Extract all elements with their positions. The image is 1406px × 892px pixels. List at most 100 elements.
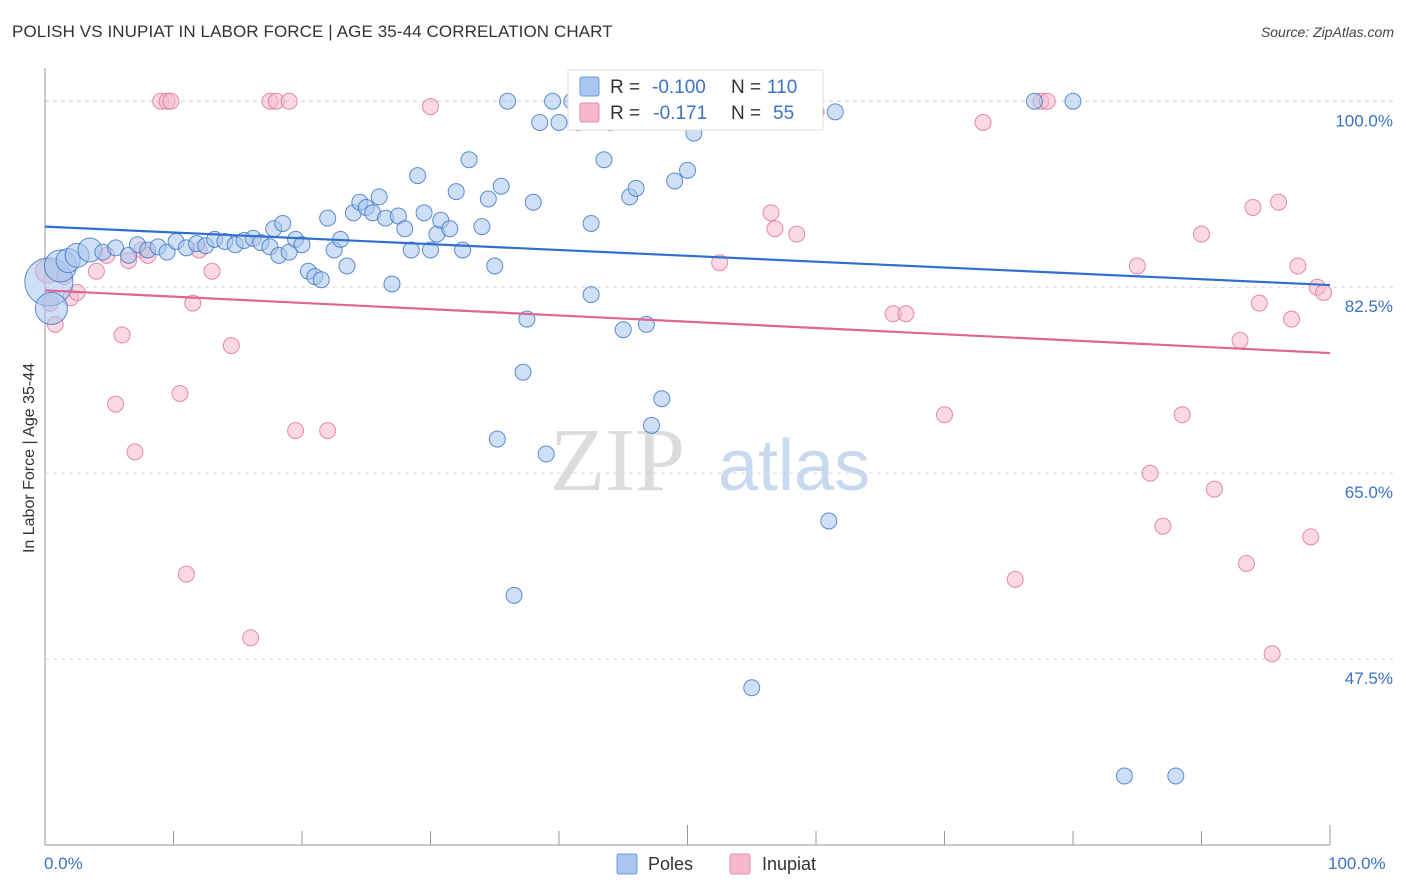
poles-point <box>415 204 433 222</box>
legend-r-value-inupiat: -0.171 <box>648 103 707 124</box>
inupiat-point <box>1231 331 1249 349</box>
poles-trend-line <box>44 225 1331 287</box>
legend-n-label-poles: N = <box>731 77 766 98</box>
poles-point <box>531 114 549 131</box>
poles-point <box>627 179 645 197</box>
inupiat-point <box>1173 406 1191 424</box>
poles-point <box>383 275 401 293</box>
poles-point <box>1115 767 1133 785</box>
inupiat-point <box>162 92 180 110</box>
inupiat-point <box>222 337 240 355</box>
y-tick-label: 100.0% <box>1335 111 1393 130</box>
poles-point <box>492 177 510 195</box>
poles-point <box>479 190 497 208</box>
inupiat-point <box>1270 193 1288 211</box>
inupiat-point <box>1128 257 1146 275</box>
legend-box: R = -0.100 N = 110 R = -0.171 N = 55 <box>567 69 824 131</box>
inupiat-point <box>1282 310 1300 328</box>
poles-point <box>582 214 600 232</box>
x-tick-label-min: 0.0% <box>44 854 83 873</box>
axes <box>44 68 1330 846</box>
y-tick-label: 65.0% <box>1345 483 1393 502</box>
inupiat-point <box>171 384 189 402</box>
inupiat-point <box>897 305 915 323</box>
bottom-legend-label-inupiat: Inupiat <box>762 854 816 874</box>
poles-points <box>24 92 1185 785</box>
poles-point <box>679 161 696 179</box>
chart-title: POLISH VS INUPIAT IN LABOR FORCE | AGE 3… <box>12 22 613 41</box>
inupiat-point <box>1244 199 1262 216</box>
poles-point <box>544 92 562 110</box>
inupiat-point <box>1205 480 1223 498</box>
inupiat-point <box>936 406 953 424</box>
x-tick-label-max: 100.0% <box>1328 854 1386 873</box>
poles-point <box>447 183 465 201</box>
poles-point <box>743 679 761 697</box>
inupiat-point <box>422 98 439 116</box>
inupiat-point <box>287 422 305 440</box>
inupiat-point <box>711 254 729 272</box>
inupiat-point <box>1193 225 1210 243</box>
inupiat-trend-line <box>44 289 1331 355</box>
inupiat-point <box>1237 554 1255 572</box>
legend-r-label-poles: R = <box>610 77 645 98</box>
poles-point <box>473 218 491 236</box>
poles-point <box>396 220 414 238</box>
bottom-legend: Poles Inupiat <box>616 853 816 875</box>
inupiat-point <box>974 114 992 131</box>
poles-point <box>402 241 420 259</box>
poles-point <box>312 271 330 289</box>
poles-point <box>614 321 632 339</box>
inupiat-point <box>87 262 105 280</box>
poles-point <box>34 291 68 325</box>
inupiat-point <box>766 220 784 238</box>
y-axis-title: In Labor Force | Age 35-44 <box>21 363 38 553</box>
source-credit: Source: ZipAtlas.com <box>1260 24 1394 40</box>
legend-n-value-inupiat: 55 <box>773 103 794 124</box>
poles-point <box>422 241 439 259</box>
legend-r-value-poles: -0.100 <box>652 77 706 98</box>
poles-point <box>537 445 555 463</box>
bottom-legend-swatch-poles <box>616 853 638 875</box>
legend-swatch-poles <box>579 76 600 97</box>
poles-point <box>653 390 671 408</box>
y-tick-labels: 47.5% 65.0% 82.5% 100.0% <box>1335 111 1393 688</box>
poles-point <box>319 209 337 227</box>
legend-swatch-inupiat <box>579 102 600 123</box>
inupiat-point <box>1289 257 1307 275</box>
inupiat-point <box>203 262 221 280</box>
poles-point <box>293 236 311 254</box>
inupiat-point <box>319 422 337 440</box>
poles-point <box>1064 92 1082 110</box>
inupiat-point <box>1263 645 1281 663</box>
inupiat-point <box>280 92 298 110</box>
poles-point <box>107 239 125 257</box>
watermark-atlas: atlas <box>718 426 870 506</box>
inupiat-point <box>1141 464 1159 482</box>
inupiat-point <box>126 443 144 461</box>
inupiat-point <box>177 565 195 583</box>
poles-point <box>370 188 388 206</box>
x-ticks <box>44 825 1331 845</box>
inupiat-point <box>107 395 125 413</box>
poles-point <box>488 430 506 448</box>
poles-point <box>1167 767 1185 785</box>
inupiat-point <box>1250 294 1268 312</box>
poles-point <box>595 151 613 169</box>
y-tick-label: 47.5% <box>1345 669 1393 688</box>
poles-point <box>338 257 356 275</box>
poles-point <box>441 220 459 238</box>
inupiat-point <box>1315 284 1333 301</box>
poles-point <box>820 512 838 530</box>
trend-lines <box>44 225 1331 355</box>
y-tick-label: 82.5% <box>1345 297 1393 316</box>
legend-n-label-inupiat: N = <box>731 103 766 124</box>
poles-point <box>460 151 478 169</box>
poles-point <box>274 214 292 232</box>
inupiat-point <box>1302 528 1320 546</box>
inupiat-point <box>762 204 780 222</box>
poles-point <box>826 103 844 121</box>
poles-point <box>409 167 427 185</box>
inupiat-point <box>184 294 202 312</box>
